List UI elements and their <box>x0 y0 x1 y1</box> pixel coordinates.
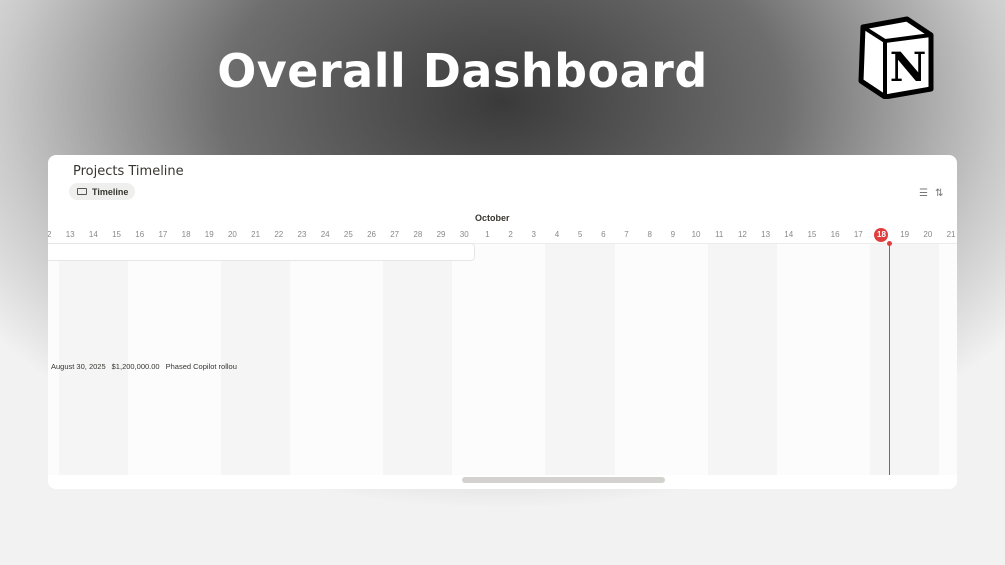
day-label: 12 <box>737 230 747 239</box>
day-label: 25 <box>343 230 353 239</box>
day-label: 8 <box>647 230 652 239</box>
day-label: 14 <box>784 230 794 239</box>
day-label: 13 <box>65 230 75 239</box>
day-label: 15 <box>112 230 121 239</box>
day-label: 10 <box>691 230 701 239</box>
day-label: 23 <box>297 230 307 239</box>
day-label: 1 <box>485 230 490 239</box>
card-title: Projects Timeline <box>73 164 184 179</box>
weekend-column <box>244 244 291 475</box>
day-label: 26 <box>367 230 376 239</box>
day-label: 9 <box>670 230 676 239</box>
day-label: 21 <box>251 230 261 239</box>
day-label: 15 <box>807 230 817 239</box>
day-label: 16 <box>135 230 145 239</box>
tab-timeline[interactable]: Timeline <box>69 183 136 200</box>
day-label: 19 <box>900 230 910 239</box>
weekend-column <box>730 244 777 475</box>
row-amount: $1,200,000.00 <box>111 362 160 371</box>
day-label: 22 <box>274 230 284 239</box>
day-label: 17 <box>853 230 863 239</box>
tab-label: Timeline <box>92 186 129 197</box>
day-label: 17 <box>158 230 168 239</box>
day-label: 21 <box>946 230 956 239</box>
day-label: 16 <box>830 230 840 239</box>
projects-timeline-card: Projects Timeline Timeline ☰ ⇅ October A… <box>48 155 957 489</box>
day-label: 20 <box>227 230 237 239</box>
day-label: 3 <box>531 230 536 239</box>
weekend-column <box>893 244 940 475</box>
row-note: Phased Copilot rollou <box>165 362 237 371</box>
today-line <box>889 244 890 475</box>
day-label: 7 <box>624 230 629 239</box>
row-date: August 30, 2025 <box>51 362 106 371</box>
day-label: 2 <box>508 230 513 239</box>
page-hero-title: Overall Dashboard <box>217 44 708 98</box>
weekend-column <box>81 244 128 475</box>
month-label: October <box>475 213 510 223</box>
day-label: 24 <box>320 230 330 239</box>
day-label: 19 <box>204 230 214 239</box>
day-label: 4 <box>554 230 560 239</box>
day-label: 27 <box>390 230 400 239</box>
notion-logo-icon: N <box>858 16 934 99</box>
weekend-column <box>568 244 615 475</box>
day-label: 5 <box>577 230 583 239</box>
day-label: 18 <box>181 230 191 239</box>
timeline-item-bar[interactable] <box>48 243 475 261</box>
day-label: 12 <box>48 230 52 239</box>
timeline-grid <box>48 244 957 475</box>
day-label: 14 <box>88 230 98 239</box>
timeline-row[interactable]: August 30, 2025 $1,200,000.00 Phased Cop… <box>51 362 237 371</box>
sort-icon[interactable]: ⇅ <box>935 188 944 199</box>
day-label: 20 <box>923 230 933 239</box>
horizontal-scrollbar[interactable] <box>462 477 665 483</box>
filter-icon[interactable]: ☰ <box>919 188 928 199</box>
day-label: 6 <box>601 230 606 239</box>
day-label: 11 <box>715 230 724 239</box>
day-label: 29 <box>436 230 446 239</box>
today-dot <box>887 241 892 246</box>
header-divider <box>48 243 957 244</box>
day-label: 28 <box>413 230 423 239</box>
day-label: 13 <box>761 230 771 239</box>
svg-text:N: N <box>890 44 927 91</box>
timeline-icon <box>77 188 87 195</box>
day-label: 30 <box>459 230 469 239</box>
weekend-column <box>406 244 453 475</box>
today-day-label: 18 <box>874 228 889 242</box>
